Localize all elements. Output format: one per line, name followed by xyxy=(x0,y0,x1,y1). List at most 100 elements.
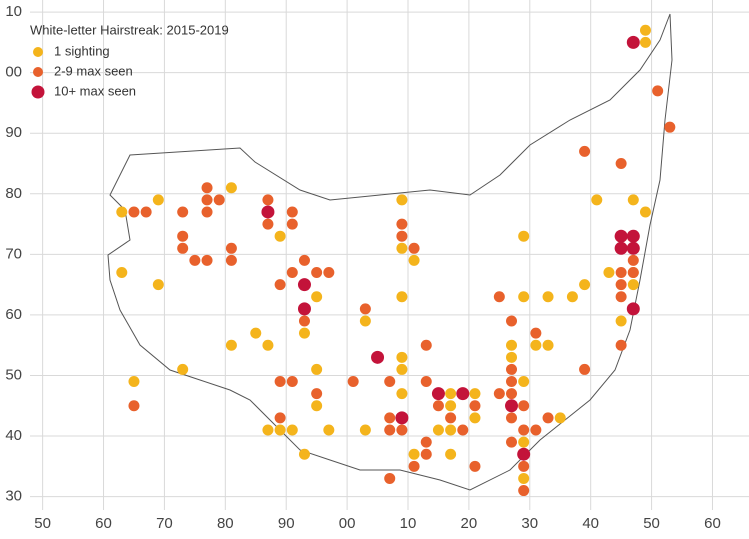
sighting-dot xyxy=(189,254,201,266)
sighting-dot xyxy=(518,424,530,436)
sighting-dot xyxy=(408,254,420,266)
y-tick-label: 70 xyxy=(5,245,22,262)
sighting-dot xyxy=(177,242,189,254)
sighting-dot xyxy=(579,279,591,291)
x-tick-label: 20 xyxy=(461,515,478,532)
y-tick-label: 40 xyxy=(5,427,22,444)
sighting-dot xyxy=(297,278,311,292)
sighting-dot xyxy=(445,424,457,436)
sighting-dot xyxy=(116,267,128,279)
county-outline xyxy=(107,13,673,491)
sighting-dot xyxy=(408,448,420,460)
sighting-dot xyxy=(652,85,664,97)
legend-swatch xyxy=(33,47,43,57)
sighting-dot xyxy=(603,267,615,279)
sighting-dot xyxy=(614,229,628,243)
sighting-dot xyxy=(274,279,286,291)
sighting-dot xyxy=(250,327,262,339)
legend-title: White-letter Hairstreak: 2015-2019 xyxy=(30,22,229,37)
sighting-dot xyxy=(445,388,457,400)
sighting-dot xyxy=(225,254,237,266)
sighting-dot xyxy=(493,291,505,303)
sighting-dot xyxy=(408,460,420,472)
sighting-dot xyxy=(128,376,140,388)
legend-swatch xyxy=(31,85,45,99)
x-tick-label: 50 xyxy=(34,515,51,532)
sighting-dot xyxy=(274,412,286,424)
sighting-dot xyxy=(311,291,323,303)
sighting-dot xyxy=(177,363,189,375)
sighting-dot xyxy=(262,339,274,351)
y-tick-label: 00 xyxy=(5,64,22,81)
x-tick-label: 60 xyxy=(95,515,112,532)
sighting-dot xyxy=(542,412,554,424)
sighting-dot xyxy=(517,447,531,461)
sighting-dot xyxy=(286,206,298,218)
sighting-dot xyxy=(201,194,213,206)
sighting-dot xyxy=(506,363,518,375)
sighting-dot xyxy=(457,424,469,436)
sighting-dot xyxy=(506,436,518,448)
sighting-dot xyxy=(128,400,140,412)
sighting-dot xyxy=(396,363,408,375)
sighting-dot xyxy=(627,279,639,291)
sighting-dot xyxy=(664,121,676,133)
sighting-dot xyxy=(554,412,566,424)
sighting-dot xyxy=(396,291,408,303)
sighting-dot xyxy=(591,194,603,206)
sighting-dot xyxy=(506,376,518,388)
sighting-dot xyxy=(445,412,457,424)
dots xyxy=(116,24,676,497)
sighting-dot xyxy=(225,182,237,194)
sighting-dot xyxy=(384,376,396,388)
sighting-dot xyxy=(262,424,274,436)
x-tick-label: 70 xyxy=(156,515,173,532)
sighting-dot xyxy=(396,194,408,206)
sighting-dot xyxy=(627,267,639,279)
sighting-dot xyxy=(431,387,445,401)
x-tick-label: 10 xyxy=(400,515,417,532)
y-tick-label: 90 xyxy=(5,124,22,141)
sighting-dot xyxy=(518,230,530,242)
sighting-dot xyxy=(518,400,530,412)
sighting-dot xyxy=(311,267,323,279)
sighting-dot xyxy=(408,242,420,254)
sighting-dot xyxy=(639,24,651,36)
sighting-dot xyxy=(359,424,371,436)
sighting-dot xyxy=(530,424,542,436)
sighting-dot xyxy=(201,182,213,194)
sighting-dot xyxy=(615,315,627,327)
y-tick-label: 30 xyxy=(5,488,22,505)
x-tick-label: 40 xyxy=(582,515,599,532)
sighting-dot xyxy=(261,205,275,219)
legend-label: 2-9 max seen xyxy=(54,63,133,78)
sighting-dot xyxy=(311,363,323,375)
sighting-dot xyxy=(627,194,639,206)
sighting-dot xyxy=(347,376,359,388)
sighting-dot xyxy=(579,363,591,375)
sighting-dot xyxy=(384,472,396,484)
sighting-dot xyxy=(298,315,310,327)
sighting-dot xyxy=(128,206,140,218)
sighting-dot xyxy=(518,472,530,484)
x-tick-label: 00 xyxy=(339,515,356,532)
sighting-dot xyxy=(262,194,274,206)
sighting-dot xyxy=(201,254,213,266)
sighting-dot xyxy=(542,291,554,303)
sighting-dot xyxy=(396,351,408,363)
y-tick-label: 80 xyxy=(5,185,22,202)
sighting-dot xyxy=(225,339,237,351)
legend: White-letter Hairstreak: 2015-2019 1 sig… xyxy=(30,22,229,99)
sighting-dot xyxy=(384,424,396,436)
sighting-dot xyxy=(140,206,152,218)
sighting-dot xyxy=(615,267,627,279)
sighting-dot xyxy=(225,242,237,254)
sighting-dot xyxy=(274,376,286,388)
sighting-dot xyxy=(469,400,481,412)
x-tick-label: 90 xyxy=(278,515,295,532)
sighting-dot xyxy=(506,351,518,363)
sighting-dot xyxy=(311,388,323,400)
legend-label: 1 sighting xyxy=(54,43,110,58)
sighting-dot xyxy=(518,376,530,388)
